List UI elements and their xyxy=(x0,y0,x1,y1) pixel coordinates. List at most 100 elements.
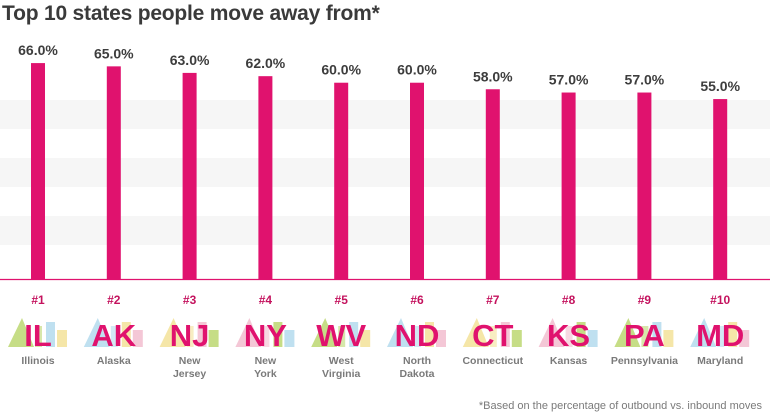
landmark-mountain-nd xyxy=(387,318,413,347)
value-label-wv: 60.0% xyxy=(321,62,361,78)
bar-il xyxy=(31,63,45,280)
state-name-ak: Alaska xyxy=(97,355,131,367)
value-label-ny: 62.0% xyxy=(246,55,286,71)
value-labels-group: 66.0% 65.0% 63.0% 62.0% 60.0% 60.0% 58.0% 57.0%… xyxy=(18,42,740,94)
category-labels-group: #1ILIllinois#2AKAlaska#3NJNewJersey#4NYN… xyxy=(21,293,744,380)
landmark-block-ak xyxy=(110,326,118,347)
value-label-il: 66.0% xyxy=(18,42,58,58)
landmark-tower-ks xyxy=(576,322,586,347)
state-name-ct: Connecticut xyxy=(462,355,523,367)
landmark-building-wv xyxy=(360,330,371,347)
state-abbr-ct: CT xyxy=(472,318,513,353)
landmark-block-md xyxy=(717,326,725,347)
landmark-block-ny xyxy=(262,326,270,347)
state-abbr-pa: PA xyxy=(624,318,665,353)
landmark-mountain-wv xyxy=(311,318,338,347)
landmark-building-nj xyxy=(208,330,219,347)
landmark-block-pa xyxy=(641,326,649,347)
state-name-wv-line2: Virginia xyxy=(322,368,360,380)
bar-pa xyxy=(637,92,652,280)
landmark-mountain-nj xyxy=(159,318,186,347)
landmark-tower-ny xyxy=(273,322,283,347)
value-label-nd: 60.0% xyxy=(397,62,437,78)
state-name-nd-line2: Dakota xyxy=(399,368,434,380)
rank-label-ks: #8 xyxy=(562,293,576,307)
landmark-mountain-pa xyxy=(614,318,641,347)
bar-nj xyxy=(182,72,197,280)
bar-md xyxy=(713,99,728,279)
landmark-building-ny xyxy=(284,330,295,347)
bar-wv xyxy=(334,82,349,279)
rank-label-ak: #2 xyxy=(107,293,121,307)
chart-title: Top 10 states people move away from* xyxy=(2,2,380,25)
value-label-md: 55.0% xyxy=(700,78,740,94)
landmark-tower-ct xyxy=(500,322,510,347)
footnote: *Based on the percentage of outbound vs.… xyxy=(478,400,762,412)
state-decorations-group xyxy=(8,318,750,347)
state-abbr-il: IL xyxy=(24,318,52,353)
landmark-block-nd xyxy=(414,326,421,347)
state-name-nj-line2: Jersey xyxy=(173,368,206,380)
rank-label-md: #10 xyxy=(710,293,730,307)
state-name-wv: West xyxy=(329,355,354,367)
rank-label-nd: #6 xyxy=(410,293,424,307)
bars-group xyxy=(31,63,728,280)
landmark-tower-md xyxy=(728,322,738,347)
landmark-building-ks xyxy=(587,330,598,347)
state-name-nj: New xyxy=(179,355,201,367)
value-label-pa: 57.0% xyxy=(625,72,665,88)
landmark-building-md xyxy=(739,330,750,347)
landmark-building-ak xyxy=(132,330,143,347)
state-name-pa: Pennsylvania xyxy=(611,355,678,367)
state-name-ny-line2: York xyxy=(254,368,277,380)
bar-ct xyxy=(485,89,500,279)
landmark-mountain-md xyxy=(690,318,717,347)
bar-ks xyxy=(561,92,576,280)
landmark-block-il xyxy=(35,326,42,347)
state-name-il: Illinois xyxy=(21,355,54,367)
value-label-nj: 63.0% xyxy=(170,52,210,68)
bar-ak xyxy=(106,66,121,279)
state-name-nd: North xyxy=(403,355,431,367)
value-label-ct: 58.0% xyxy=(473,68,513,84)
landmark-block-wv xyxy=(338,326,346,347)
landmark-building-pa xyxy=(663,330,674,347)
state-abbr-nj: NJ xyxy=(170,318,210,353)
bar-ny xyxy=(258,76,273,280)
landmark-tower-nj xyxy=(197,322,207,347)
landmark-block-ks xyxy=(565,326,573,347)
landmark-mountain-ct xyxy=(462,318,489,347)
value-label-ks: 57.0% xyxy=(549,72,589,88)
landmark-building-nd xyxy=(436,330,446,347)
rank-label-nj: #3 xyxy=(183,293,197,307)
landmark-block-nj xyxy=(186,326,194,347)
landmark-tower-pa xyxy=(652,322,662,347)
rank-label-wv: #5 xyxy=(335,293,349,307)
landmark-mountain-il xyxy=(8,318,34,347)
value-label-ak: 65.0% xyxy=(94,45,134,61)
landmark-mountain-ak xyxy=(83,318,110,347)
landmark-building-ct xyxy=(511,330,522,347)
rank-label-ny: #4 xyxy=(259,293,273,307)
landmark-tower-wv xyxy=(349,322,359,347)
bar-nd xyxy=(410,82,424,279)
rank-label-il: #1 xyxy=(31,293,45,307)
landmark-mountain-ny xyxy=(235,318,262,347)
landmark-building-il xyxy=(57,330,67,347)
state-abbr-ny: NY xyxy=(244,318,287,353)
landmark-tower-ak xyxy=(121,322,131,347)
landmark-tower-il xyxy=(46,322,55,347)
state-abbr-ks: KS xyxy=(547,318,590,353)
rank-label-pa: #9 xyxy=(638,293,652,307)
state-name-md: Maryland xyxy=(697,355,743,367)
state-abbr-md: MD xyxy=(696,318,744,353)
landmark-block-ct xyxy=(489,326,497,347)
landmark-mountain-ks xyxy=(538,318,565,347)
rank-label-ct: #7 xyxy=(486,293,500,307)
state-abbr-nd: ND xyxy=(395,318,440,353)
state-name-ny: New xyxy=(255,355,277,367)
landmark-tower-nd xyxy=(425,322,434,347)
state-abbr-wv: WV xyxy=(316,318,366,353)
state-name-ks: Kansas xyxy=(550,355,588,367)
